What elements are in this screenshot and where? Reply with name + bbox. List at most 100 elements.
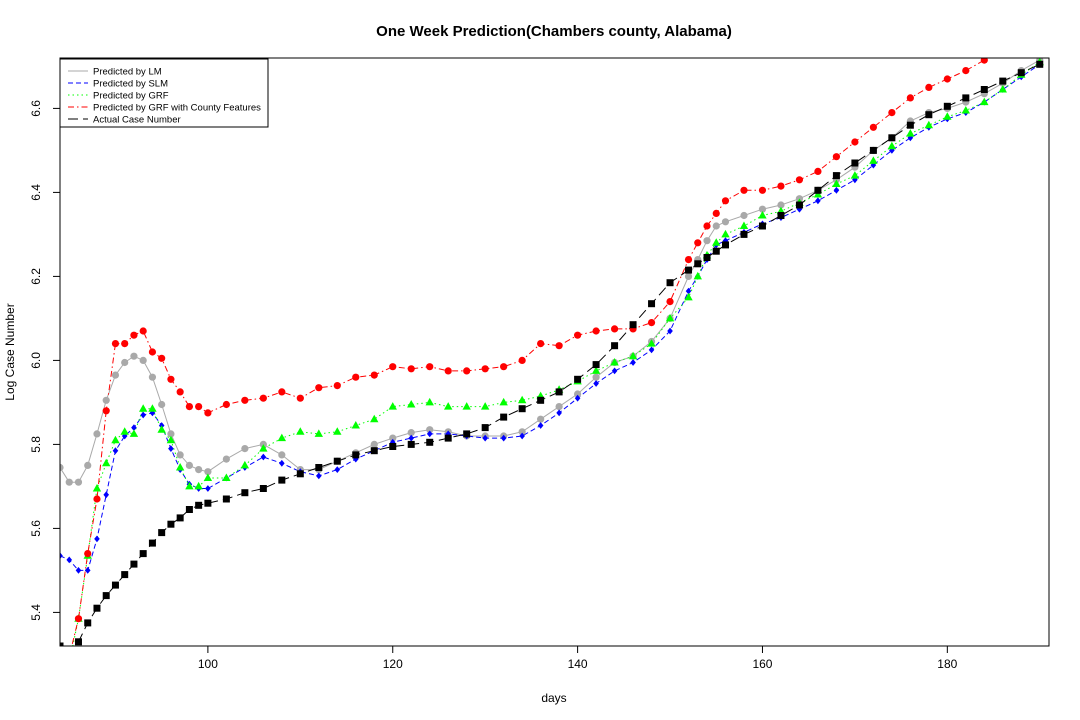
data-point-2 — [499, 397, 508, 406]
plot-area — [59, 57, 1050, 660]
data-point-3 — [814, 167, 822, 175]
data-point-0 — [712, 222, 720, 230]
data-point-0 — [74, 478, 83, 486]
data-point-2 — [684, 292, 693, 301]
data-point-4 — [629, 321, 637, 329]
data-point-2 — [277, 433, 287, 442]
data-point-2 — [665, 313, 675, 322]
data-point-2 — [111, 435, 120, 444]
data-point-2 — [721, 229, 730, 238]
data-point-4 — [721, 241, 729, 249]
data-point-3 — [712, 209, 720, 217]
x-axis-label: days — [541, 691, 566, 705]
x-tick-label: 120 — [383, 657, 403, 671]
data-point-3 — [389, 363, 397, 371]
data-point-3 — [481, 365, 489, 373]
y-tick-label: 5.6 — [29, 520, 43, 537]
y-tick-label: 6.0 — [29, 352, 43, 369]
data-point-2 — [961, 106, 971, 114]
data-point-4 — [980, 86, 988, 93]
data-point-2 — [647, 339, 656, 347]
data-point-4 — [259, 485, 267, 492]
data-point-1 — [140, 411, 146, 419]
data-point-4 — [139, 550, 147, 558]
data-point-3 — [795, 176, 804, 184]
data-point-1 — [482, 434, 488, 442]
data-point-0 — [167, 430, 175, 438]
data-point-4 — [814, 186, 822, 194]
data-point-1 — [131, 424, 137, 431]
data-point-0 — [407, 429, 415, 437]
data-point-3 — [721, 197, 730, 205]
data-point-0 — [592, 373, 600, 381]
data-point-3 — [315, 384, 323, 392]
data-point-2 — [148, 404, 157, 412]
data-point-0 — [185, 461, 194, 469]
data-point-1 — [889, 147, 895, 154]
data-point-3 — [463, 367, 471, 375]
data-point-3 — [84, 550, 92, 558]
data-point-0 — [703, 237, 711, 245]
data-point-2 — [832, 179, 841, 187]
data-point-2 — [444, 402, 453, 410]
legend-label-4: Actual Case Number — [93, 115, 181, 126]
data-point-4 — [869, 146, 877, 154]
data-point-3 — [758, 186, 767, 194]
data-point-0 — [278, 451, 286, 459]
data-point-1 — [574, 394, 581, 402]
data-point-2 — [120, 427, 129, 435]
data-point-4 — [611, 342, 619, 350]
data-point-2 — [259, 444, 268, 452]
data-point-0 — [222, 455, 230, 463]
data-point-3 — [444, 367, 452, 375]
data-point-2 — [425, 397, 434, 406]
data-point-3 — [66, 653, 73, 660]
data-point-0 — [176, 451, 184, 459]
data-point-1 — [279, 459, 285, 467]
data-point-2 — [407, 400, 416, 408]
data-point-3 — [121, 340, 129, 348]
data-point-1 — [103, 491, 110, 499]
data-point-4 — [278, 476, 286, 484]
data-point-3 — [167, 375, 175, 383]
data-point-3 — [111, 340, 120, 348]
data-point-3 — [980, 58, 988, 64]
data-point-4 — [685, 266, 693, 274]
data-point-4 — [537, 396, 545, 404]
data-point-1 — [833, 186, 840, 194]
y-tick-label: 6.2 — [29, 268, 43, 285]
data-point-2 — [628, 351, 638, 360]
data-point-0 — [121, 358, 129, 367]
data-point-3 — [943, 75, 951, 83]
y-tick-label: 6.6 — [29, 100, 43, 117]
data-point-3 — [74, 615, 83, 623]
data-point-1 — [75, 567, 82, 574]
data-point-4 — [943, 102, 951, 110]
legend-label-1: Predicted by SLM — [93, 79, 168, 90]
data-point-1 — [334, 466, 341, 473]
data-point-3 — [195, 403, 203, 411]
data-point-0 — [574, 390, 582, 398]
data-point-2 — [92, 484, 102, 492]
data-point-0 — [84, 461, 92, 469]
data-point-3 — [158, 354, 166, 362]
data-point-3 — [962, 67, 970, 75]
data-point-4 — [795, 201, 803, 209]
data-point-3 — [869, 123, 877, 131]
data-point-4 — [832, 172, 840, 180]
data-point-0 — [130, 352, 138, 360]
data-point-2 — [314, 429, 324, 437]
data-point-1 — [667, 327, 673, 335]
data-point-0 — [195, 466, 203, 474]
data-point-1 — [408, 434, 415, 442]
data-point-2 — [203, 473, 213, 481]
data-point-3 — [906, 94, 914, 102]
plot-frame — [59, 57, 1050, 647]
data-point-1 — [648, 346, 655, 354]
data-point-2 — [157, 425, 166, 433]
data-point-4 — [592, 361, 600, 369]
data-point-2 — [869, 156, 878, 164]
data-point-1 — [630, 359, 636, 366]
data-point-2 — [370, 414, 379, 423]
data-point-3 — [555, 342, 563, 350]
